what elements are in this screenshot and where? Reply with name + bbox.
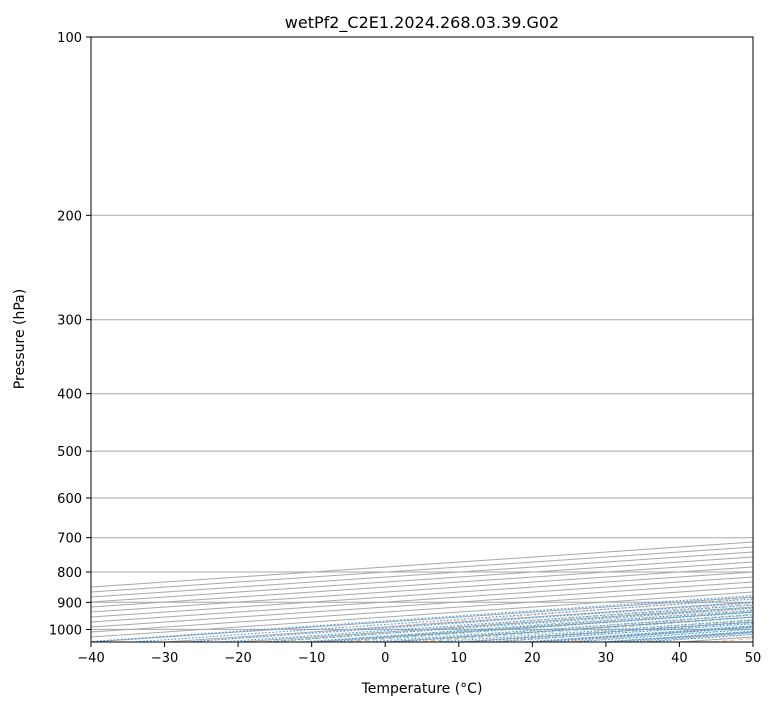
plot-area: -100-90-80-70-60-50-40-30-20-10010203040… <box>91 37 775 644</box>
y-tick-label: 200 <box>57 209 82 224</box>
dry-adiabat <box>407 614 753 642</box>
isotherm-line <box>91 561 753 608</box>
x-tick-label: −30 <box>151 651 178 666</box>
x-tick-label: 10 <box>451 651 468 666</box>
isotherm-line <box>91 551 753 598</box>
x-tick-label: 0 <box>381 651 389 666</box>
isotherm-line <box>91 541 753 588</box>
moist-adiabat <box>569 628 753 642</box>
chart-title: wetPf2_C2E1.2024.268.03.39.G02 <box>285 13 559 33</box>
x-tick-label: 20 <box>524 651 541 666</box>
isotherm-line <box>599 631 753 642</box>
y-tick-label: 1000 <box>49 623 82 638</box>
dry-adiabat <box>332 608 753 642</box>
moist-adiabat <box>421 616 753 642</box>
y-tick-label: 400 <box>57 388 82 403</box>
isotherms <box>91 541 753 642</box>
x-tick-label: −40 <box>77 651 104 666</box>
y-tick-label: 900 <box>57 596 82 611</box>
moist-adiabat <box>385 613 753 642</box>
pressure-gridlines <box>91 37 753 630</box>
y-tick-label: 300 <box>57 314 82 329</box>
dry-adiabat <box>258 602 753 642</box>
moist-adiabat <box>642 633 753 642</box>
dry-adiabat <box>757 37 775 644</box>
moist-adiabat <box>311 607 753 642</box>
mixing-ratio-line <box>429 619 753 642</box>
y-tick-label: 800 <box>57 566 82 581</box>
x-tick-label: −10 <box>298 651 325 666</box>
y-tick-label: 700 <box>57 532 82 547</box>
dry-adiabat <box>183 597 753 642</box>
moist-adiabat <box>495 622 753 642</box>
y-tick-label: 100 <box>57 31 82 46</box>
x-tick-label: 40 <box>671 651 688 666</box>
mixing-ratio-lines <box>91 595 753 642</box>
x-tick-label: 50 <box>745 651 762 666</box>
isotherm-line <box>91 556 753 603</box>
y-axis: 100 200 300 400 500 600 700 800 900 1000 <box>49 31 91 638</box>
dry-adiabat <box>631 631 753 642</box>
x-tick-label: −20 <box>224 651 251 666</box>
x-tick-label: 30 <box>598 651 615 666</box>
y-tick-label: 500 <box>57 445 82 460</box>
plot-frame <box>90 36 754 643</box>
y-tick-label: 600 <box>57 492 82 507</box>
moist-adiabat <box>274 604 753 642</box>
mixing-ratio-line <box>485 623 753 642</box>
mixing-ratio-line <box>358 614 753 642</box>
dry-adiabats <box>183 37 775 644</box>
moist-adiabat <box>348 610 753 642</box>
x-axis: −40 −30 −20 −10 0 10 20 30 40 50 <box>77 642 761 666</box>
isotherm-line <box>91 546 753 593</box>
mixing-ratio-line <box>91 595 753 642</box>
moist-adiabat <box>532 625 753 642</box>
mixing-ratio-line <box>387 616 753 642</box>
y-axis-label: Pressure (hPa) <box>12 289 28 389</box>
x-axis-label: Temperature (°C) <box>361 681 483 697</box>
moist-adiabats <box>274 604 753 642</box>
